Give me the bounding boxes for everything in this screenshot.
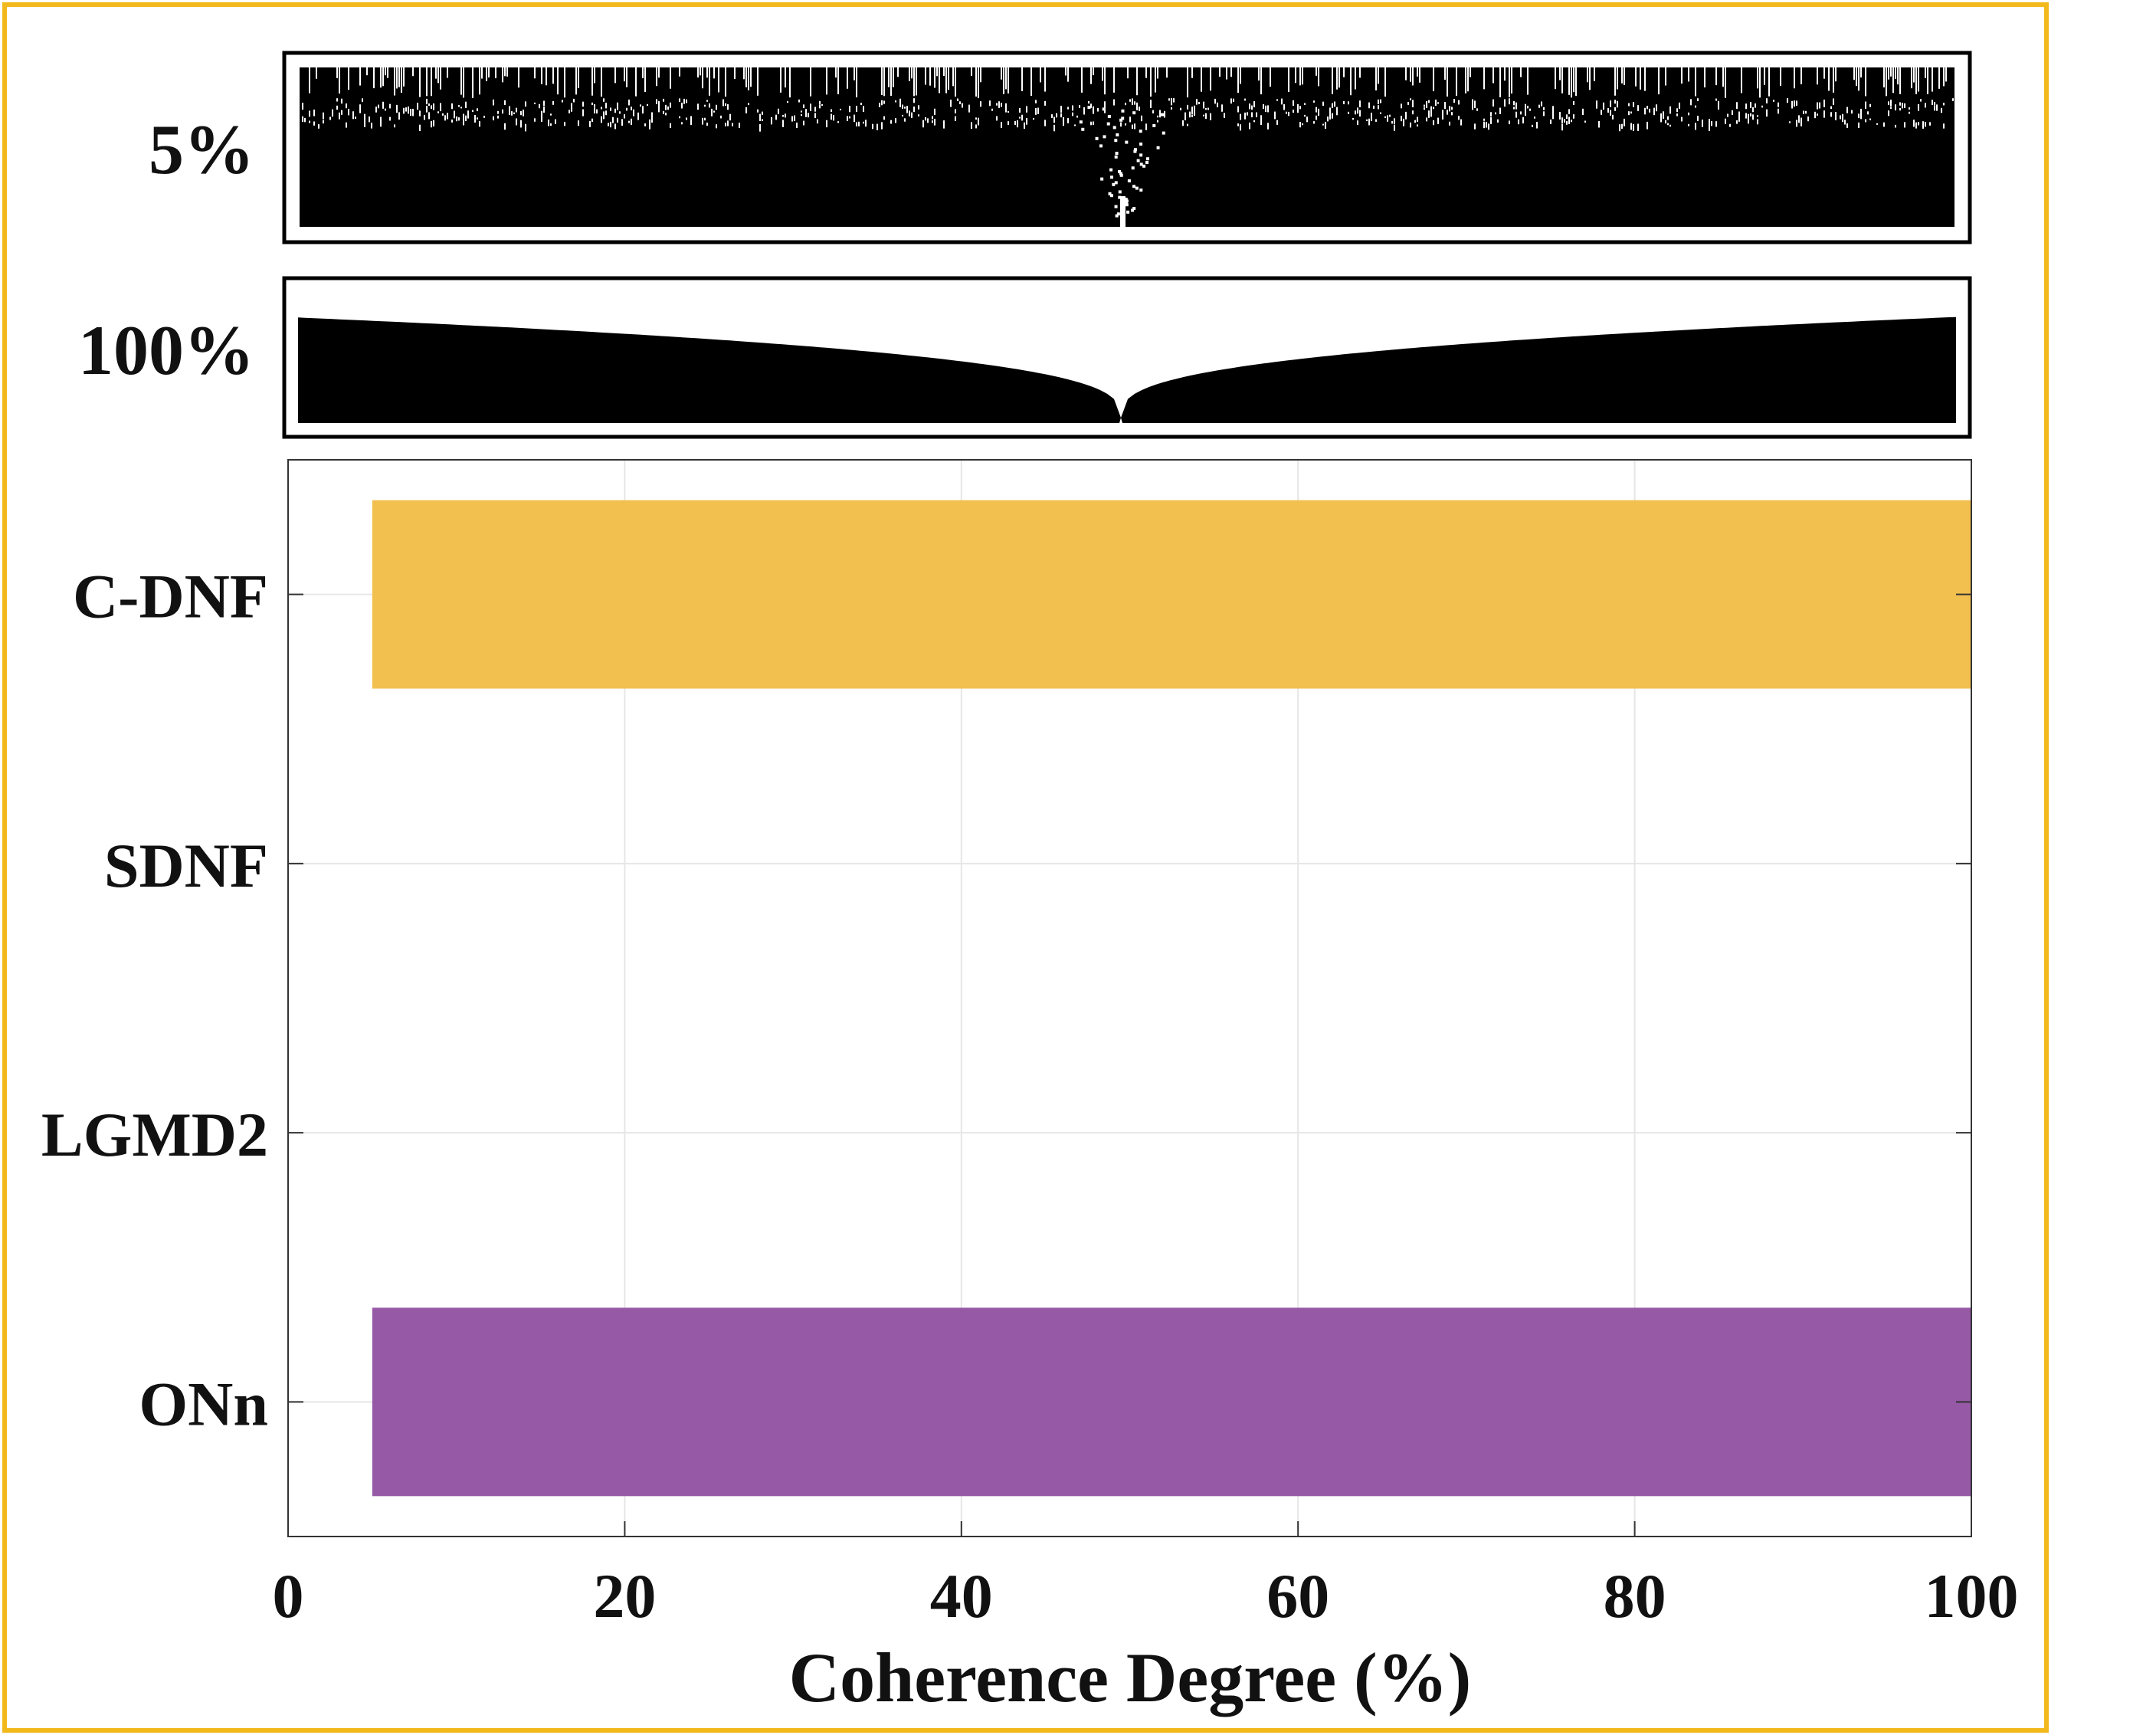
- y-tick-labels: C-DNF SDNF LGMD2 ONn: [41, 562, 1971, 1438]
- x-tick-label-40: 40: [930, 1561, 993, 1631]
- stimulus-label-100: 100%: [78, 311, 254, 389]
- y-tick-label-c-dnf: C-DNF: [73, 562, 268, 631]
- stimulus-100-left: [298, 317, 1121, 423]
- x-tick-label-0: 0: [273, 1561, 304, 1631]
- bar-onn: [372, 1307, 1971, 1497]
- x-tick-label-60: 60: [1266, 1561, 1329, 1631]
- stimulus-100-right: [1121, 316, 1956, 423]
- y-tick-label-lgmd2: LGMD2: [41, 1100, 268, 1169]
- y-tick-label-sdnf: SDNF: [104, 831, 268, 900]
- axes-box: [287, 459, 1972, 1537]
- x-tick-label-20: 20: [593, 1561, 656, 1631]
- stimulus-5-noise: [302, 67, 1954, 218]
- stimulus-panel-100: [298, 316, 1956, 423]
- stimulus-panel-5: [300, 67, 1954, 227]
- stimulus-5-notch: [1120, 196, 1126, 227]
- bar-chart: C-DNF SDNF LGMD2 ONn 0 20 40 60 80 100 Coherence…: [41, 459, 2019, 1717]
- stimulus-label-5: 5%: [149, 110, 254, 189]
- x-tick-label-80: 80: [1604, 1561, 1666, 1631]
- x-tick-labels: 0 20 40 60 80 100: [273, 1521, 2019, 1631]
- y-tick-label-onn: ONn: [139, 1369, 268, 1438]
- x-axis-label: Coherence Degree (%): [789, 1638, 1472, 1717]
- bars: [372, 500, 1971, 1497]
- bar-c-dnf: [372, 500, 1971, 689]
- x-tick-label-100: 100: [1925, 1561, 2019, 1631]
